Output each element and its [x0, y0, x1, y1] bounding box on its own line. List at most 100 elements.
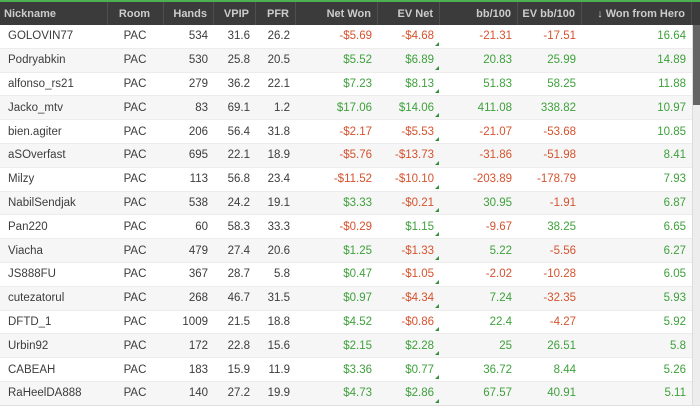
ev-net-cell: $1.15	[378, 215, 440, 238]
table-header: Nickname Room Hands VPIP PFR Net Won EV …	[0, 0, 700, 25]
column-header-won-from-hero[interactable]: ↓ Won from Hero	[582, 2, 692, 25]
note-indicator-icon	[435, 374, 439, 379]
net-won-cell: -$2.17	[339, 125, 372, 138]
vpip-cell: 58.3	[227, 220, 250, 233]
ev-bb100-cell: -178.79	[536, 173, 576, 186]
ev-net-cell: -$4.34	[378, 287, 440, 310]
note-indicator-icon	[435, 232, 439, 237]
column-header-pfr[interactable]: PFR	[256, 2, 296, 25]
table-row[interactable]: cutezatorul PAC 268 46.7 31.5 $0.97 -$4.34 7.24…	[0, 286, 692, 311]
vpip-cell: 15.9	[227, 363, 250, 376]
nickname-cell: Pan220	[8, 220, 48, 233]
column-header-ev-bb100[interactable]: EV bb/100	[518, 2, 582, 25]
table-body: GOLOVIN77 PAC 534 31.6 26.2 -$5.69 -$4.68 -21.3…	[0, 25, 692, 405]
pfr-cell: 19.9	[267, 387, 290, 400]
table-row[interactable]: CABEAH PAC 183 15.9 11.9 $3.36 $0.77 36.72 8.44 5…	[0, 358, 692, 382]
won-from-hero-cell: 6.87	[663, 196, 686, 209]
room-cell: PAC	[123, 387, 147, 400]
net-won-cell: -$0.29	[339, 220, 372, 233]
won-from-hero-cell: 6.27	[663, 244, 686, 257]
ev-bb100-cell: 8.44	[553, 363, 576, 376]
vpip-cell: 56.8	[227, 173, 250, 186]
hands-cell: 279	[188, 77, 208, 90]
vpip-cell: 25.8	[227, 54, 250, 67]
ev-net-cell: -$5.53	[378, 120, 440, 143]
room-cell: PAC	[123, 54, 147, 67]
hands-cell: 530	[188, 54, 208, 67]
pfr-cell: 20.6	[267, 244, 290, 257]
pfr-cell: 15.6	[267, 339, 290, 352]
bb100-cell: -21.31	[479, 30, 512, 43]
hands-cell: 140	[188, 387, 208, 400]
table-row[interactable]: Podryabkin PAC 530 25.8 20.5 $5.52 $6.89 20.83 2…	[0, 48, 692, 73]
table-row[interactable]: Milzy PAC 113 56.8 23.4 -$11.52 -$10.10 -203.89…	[0, 167, 692, 192]
pfr-cell: 26.2	[267, 30, 290, 43]
column-header-room[interactable]: Room	[108, 2, 164, 25]
table-row[interactable]: Pan220 PAC 60 58.3 33.3 -$0.29 $1.15 -9.67 38.25…	[0, 215, 692, 240]
note-indicator-icon	[435, 303, 439, 308]
table-row[interactable]: alfonso_rs21 PAC 279 36.2 22.1 $7.23 $8.13 51.8…	[0, 72, 692, 97]
table-row[interactable]: bien.agiter PAC 206 56.4 31.8 -$2.17 -$5.53 -21…	[0, 120, 692, 144]
net-won-cell: $5.52	[343, 54, 372, 67]
table-row[interactable]: DFTD_1 PAC 1009 21.5 18.8 $4.52 -$0.86 22.4 -4.2…	[0, 310, 692, 335]
bb100-cell: 36.72	[483, 363, 512, 376]
column-header-nickname[interactable]: Nickname	[0, 2, 108, 25]
scrollbar[interactable]	[692, 25, 700, 405]
vpip-cell: 31.6	[227, 30, 250, 43]
net-won-cell: -$5.76	[339, 149, 372, 162]
hands-cell: 479	[188, 244, 208, 257]
hands-cell: 1009	[182, 315, 208, 328]
net-won-cell: $1.25	[343, 244, 372, 257]
ev-net-cell: -$1.33	[378, 239, 440, 262]
vpip-cell: 21.5	[227, 315, 250, 328]
scrollbar-thumb[interactable]	[693, 25, 700, 105]
pfr-cell: 18.9	[267, 149, 290, 162]
table-row[interactable]: Jacko_mtv PAC 83 69.1 1.2 $17.06 $14.06 411.08 3…	[0, 96, 692, 121]
column-header-ev-net[interactable]: EV Net	[378, 2, 440, 25]
nickname-cell: JS888FU	[8, 268, 56, 281]
net-won-cell: $17.06	[336, 101, 372, 114]
ev-net-cell: -$0.21	[378, 192, 440, 215]
net-won-cell: $0.47	[343, 268, 372, 281]
bb100-cell: 7.24	[489, 292, 512, 305]
ev-bb100-cell: 40.91	[547, 387, 576, 400]
bb100-cell: -21.07	[479, 125, 512, 138]
nickname-cell: CABEAH	[8, 363, 56, 376]
table-row[interactable]: RaHeelDA888 PAC 140 27.2 19.9 $4.73 $2.86 67.57…	[0, 381, 692, 405]
note-indicator-icon	[435, 89, 439, 94]
nickname-cell: cutezatorul	[8, 292, 65, 305]
net-won-cell: $3.36	[343, 363, 372, 376]
table-row[interactable]: Urbin92 PAC 172 22.8 15.6 $2.15 $2.28 25 26.51 5.…	[0, 334, 692, 359]
column-header-vpip[interactable]: VPIP	[214, 2, 256, 25]
column-header-net-won[interactable]: Net Won	[296, 2, 378, 25]
table-row[interactable]: GOLOVIN77 PAC 534 31.6 26.2 -$5.69 -$4.68 -21.3…	[0, 25, 692, 49]
net-won-cell: $0.97	[343, 292, 372, 305]
ev-bb100-cell: -17.51	[543, 30, 576, 43]
table-row[interactable]: aSOverfast PAC 695 22.1 18.9 -$5.76 -$13.73 -31…	[0, 143, 692, 168]
ev-net-cell: $2.86	[378, 382, 440, 405]
ev-bb100-cell: -51.98	[543, 149, 576, 162]
ev-net-cell: $2.28	[378, 334, 440, 357]
bb100-cell: -9.67	[485, 220, 512, 233]
table-row[interactable]: NabilSendjak PAC 538 24.2 19.1 $3.33 -$0.21 30.…	[0, 191, 692, 216]
column-header-hands[interactable]: Hands	[164, 2, 214, 25]
table-row[interactable]: JS888FU PAC 367 28.7 5.8 $0.47 -$1.05 -2.02 -10.…	[0, 262, 692, 287]
hands-cell: 83	[195, 101, 208, 114]
ev-bb100-cell: -10.28	[543, 268, 576, 281]
column-header-bb100[interactable]: bb/100	[440, 2, 518, 25]
note-indicator-icon	[435, 208, 439, 213]
room-cell: PAC	[123, 30, 147, 43]
sort-descending-icon: ↓	[597, 7, 603, 20]
won-from-hero-cell: 10.97	[657, 101, 686, 114]
room-cell: PAC	[123, 125, 147, 138]
bb100-cell: 51.83	[483, 77, 512, 90]
ev-net-cell: -$10.10	[378, 168, 440, 191]
nickname-cell: NabilSendjak	[8, 196, 76, 209]
hands-cell: 538	[188, 196, 208, 209]
nickname-cell: alfonso_rs21	[8, 77, 74, 90]
room-cell: PAC	[123, 220, 147, 233]
pfr-cell: 22.1	[267, 77, 290, 90]
net-won-cell: $2.15	[343, 339, 372, 352]
table-row[interactable]: Viacha PAC 479 27.4 20.6 $1.25 -$1.33 5.22 -5.56…	[0, 239, 692, 263]
bb100-cell: 25	[499, 339, 512, 352]
